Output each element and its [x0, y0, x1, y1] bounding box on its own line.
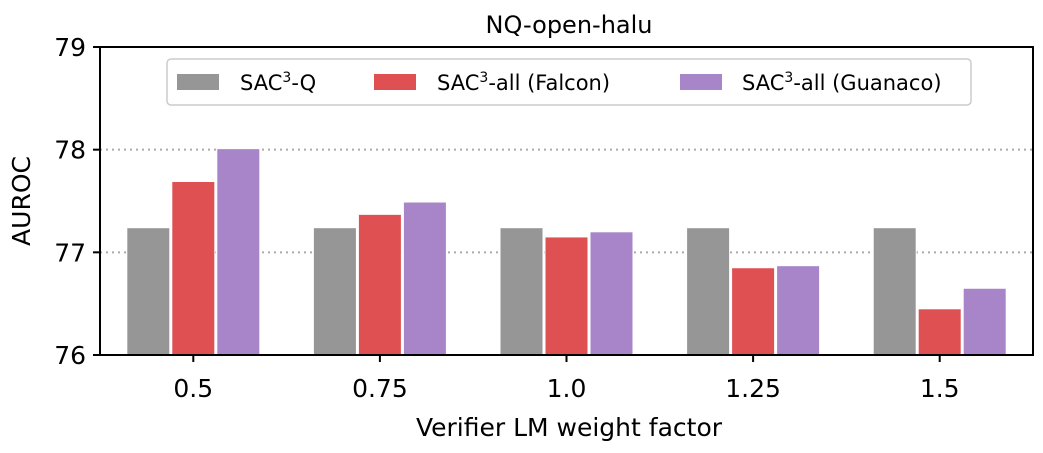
bar-1-1.0: [499, 227, 544, 356]
x-tick-label: 1.25: [725, 374, 781, 403]
x-tick-label: 1.5: [920, 374, 960, 403]
bar-2-1.25: [731, 267, 776, 356]
y-tick-label: 76: [54, 341, 86, 370]
legend-label-2: SAC3-all (Falcon): [437, 70, 610, 95]
x-axis-label: Verifier LM weight factor: [416, 413, 723, 442]
bar-3-1.25: [776, 265, 821, 356]
bar-3-1.0: [589, 231, 634, 356]
bar-1-1.5: [872, 227, 917, 356]
chart-title: NQ-open-halu: [486, 11, 653, 39]
bar-1-1.25: [686, 227, 731, 356]
legend-label-1: SAC3-Q: [240, 70, 316, 95]
bar-1-0.5: [126, 227, 171, 356]
bar-1-0.75: [312, 227, 357, 356]
y-tick-label: 78: [54, 136, 86, 165]
legend-box: [166, 58, 972, 106]
y-tick-label: 77: [54, 238, 86, 267]
bar-3-0.75: [402, 201, 447, 356]
bar-2-0.75: [357, 213, 402, 356]
x-axis-ticks: 0.5 0.75 1.0 1.25 1.5: [173, 355, 960, 403]
legend-swatch-2: [374, 74, 416, 90]
x-tick-label: 0.5: [173, 374, 213, 403]
legend-swatch-1: [177, 74, 219, 90]
legend: SAC3-Q SAC3-all (Falcon) SAC3-all (Guanaco…: [166, 58, 972, 106]
legend-label-3: SAC3-all (Guanaco): [742, 70, 942, 95]
x-tick-label: 1.0: [547, 374, 587, 403]
bar-2-1.0: [544, 236, 589, 356]
bar-3-1.5: [962, 287, 1007, 356]
bars: [126, 148, 1007, 356]
legend-swatch-3: [680, 74, 722, 90]
y-tick-label: 79: [54, 33, 86, 62]
x-tick-label: 0.75: [352, 374, 408, 403]
bar-2-1.5: [917, 308, 962, 356]
y-axis-label: AUROC: [7, 156, 36, 246]
y-axis-ticks: 76 77 78 79: [54, 33, 100, 370]
bar-2-0.5: [171, 180, 216, 356]
bar-3-0.5: [216, 148, 261, 356]
